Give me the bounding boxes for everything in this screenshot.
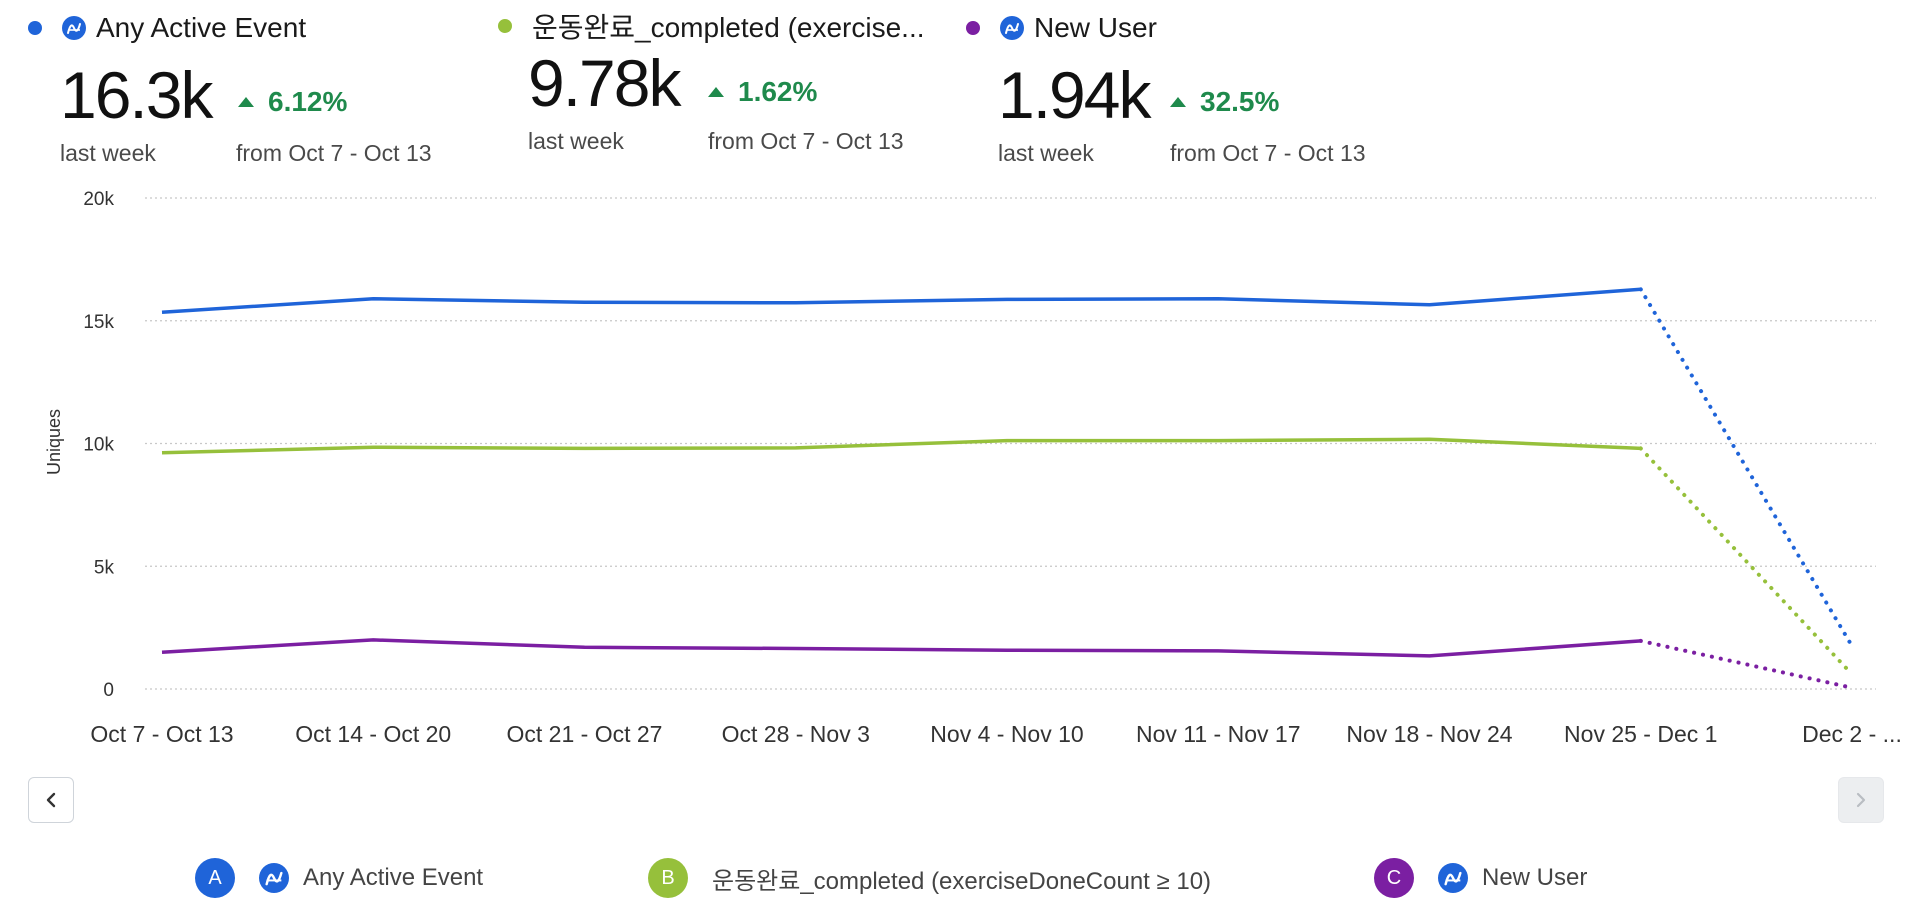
- legend-item-c[interactable]: C New User: [1374, 858, 1587, 898]
- y-tick-label: 15k: [83, 312, 114, 333]
- x-tick-label: Oct 14 - Oct 20: [295, 721, 451, 747]
- x-tick-label: Nov 4 - Nov 10: [930, 721, 1083, 747]
- series-point[interactable]: [156, 646, 168, 658]
- legend-label: 운동완료_completed (exerciseDoneCount ≥ 10): [712, 867, 1212, 895]
- x-tick-label: Nov 25 - Dec 1: [1564, 721, 1717, 747]
- series-badge: C: [1374, 858, 1414, 898]
- series-badge: B: [648, 858, 688, 898]
- series-line[interactable]: [161, 287, 1641, 314]
- chart-grid: [145, 197, 1876, 690]
- series-point[interactable]: [1424, 650, 1436, 662]
- series-color-dot: [966, 21, 980, 35]
- x-tick-label: Dec 2 - ...: [1802, 721, 1902, 747]
- series-color-dot: [498, 19, 512, 33]
- metric-compare: from Oct 7 - Oct 13: [708, 128, 904, 154]
- series-line[interactable]: [161, 437, 1641, 455]
- legend-label: New User: [1482, 864, 1588, 891]
- y-tick-label: 5k: [94, 557, 115, 578]
- line-chart: 0 5k 10k 15k 20k Uniques Oct 7 - Oct 13 Oct 1…: [44, 189, 1902, 747]
- amplitude-icon: [1000, 16, 1024, 40]
- metric-value: 1.94k: [998, 58, 1151, 132]
- previous-page-button[interactable]: [28, 777, 74, 823]
- series-point[interactable]: [1846, 640, 1858, 652]
- y-tick-label: 20k: [83, 189, 114, 210]
- series-point[interactable]: [1846, 668, 1858, 680]
- amplitude-icon: [259, 863, 289, 893]
- series-badge: A: [195, 858, 235, 898]
- series-point[interactable]: [156, 447, 168, 459]
- series-point[interactable]: [1635, 442, 1647, 454]
- y-axis-ticks: 0 5k 10k 15k 20k: [83, 189, 114, 701]
- series-point[interactable]: [1846, 682, 1858, 694]
- legend-item-b[interactable]: B 운동완료_completed (exerciseDoneCount ≥ 10…: [648, 858, 1211, 898]
- next-page-button[interactable]: [1838, 777, 1884, 823]
- series-point[interactable]: [1001, 293, 1013, 305]
- series-point[interactable]: [790, 442, 802, 454]
- up-arrow-icon: [1170, 97, 1186, 107]
- metric-name: New User: [1034, 12, 1157, 43]
- chevron-left-icon: [46, 792, 56, 808]
- y-tick-label: 10k: [83, 435, 114, 456]
- series-point[interactable]: [1212, 645, 1224, 657]
- metric-header[interactable]: 운동완료_completed (exercise...: [498, 6, 925, 46]
- series-point[interactable]: [1424, 299, 1436, 311]
- x-tick-label: Oct 28 - Nov 3: [722, 721, 870, 747]
- metric-delta: 6.12%: [238, 86, 347, 118]
- series-color-dot: [28, 21, 42, 35]
- y-axis-label: Uniques: [44, 409, 64, 475]
- metric-header[interactable]: Any Active Event: [28, 12, 306, 44]
- metric-value: 16.3k: [60, 58, 213, 132]
- metric-header[interactable]: New User: [966, 12, 1157, 44]
- metric-name: Any Active Event: [96, 12, 307, 43]
- up-arrow-icon: [708, 87, 724, 97]
- series-1: [156, 283, 1858, 652]
- metric-name: 운동완료_completed (exercise...: [532, 12, 925, 43]
- series-point[interactable]: [1635, 283, 1647, 295]
- x-tick-label: Nov 11 - Nov 17: [1136, 721, 1300, 747]
- series-line[interactable]: [161, 638, 1641, 658]
- series-point[interactable]: [790, 297, 802, 309]
- x-axis-ticks: Oct 7 - Oct 13 Oct 14 - Oct 20 Oct 21 - Oc…: [90, 721, 1901, 747]
- metric-period: last week: [60, 140, 156, 166]
- series-incomplete-segment[interactable]: [1638, 287, 1854, 649]
- legend-label: Any Active Event: [303, 864, 484, 891]
- series-point[interactable]: [367, 441, 379, 453]
- legend-item-a[interactable]: A Any Active Event: [195, 858, 483, 898]
- metric-period: last week: [998, 140, 1094, 166]
- metric-period: last week: [528, 128, 624, 154]
- series-2: [156, 433, 1858, 680]
- series-3: [156, 634, 1858, 694]
- up-arrow-icon: [238, 97, 254, 107]
- chevron-right-icon: [1856, 792, 1866, 808]
- metric-compare: from Oct 7 - Oct 13: [236, 140, 432, 166]
- series-point[interactable]: [1635, 635, 1647, 647]
- series-point[interactable]: [579, 641, 591, 653]
- series-point[interactable]: [1424, 433, 1436, 445]
- series-point[interactable]: [790, 642, 802, 654]
- x-tick-label: Oct 21 - Oct 27: [507, 721, 663, 747]
- metric-compare: from Oct 7 - Oct 13: [1170, 140, 1366, 166]
- y-tick-label: 0: [103, 680, 114, 701]
- series-point[interactable]: [1001, 435, 1013, 447]
- series-incomplete-segment[interactable]: [1638, 446, 1854, 677]
- series-point[interactable]: [1212, 435, 1224, 447]
- amplitude-icon: [1438, 863, 1468, 893]
- series-point[interactable]: [1001, 644, 1013, 656]
- series-incomplete-segment[interactable]: [1638, 638, 1854, 690]
- series-point[interactable]: [367, 293, 379, 305]
- series-point[interactable]: [1212, 293, 1224, 305]
- chart-series: [156, 283, 1858, 694]
- series-point[interactable]: [579, 442, 591, 454]
- x-tick-label: Oct 7 - Oct 13: [90, 721, 233, 747]
- series-point[interactable]: [579, 296, 591, 308]
- amplitude-icon: [62, 16, 86, 40]
- metric-delta: 1.62%: [708, 76, 817, 108]
- series-point[interactable]: [367, 634, 379, 646]
- series-point[interactable]: [156, 306, 168, 318]
- metric-value: 9.78k: [528, 46, 681, 120]
- metric-delta: 32.5%: [1170, 86, 1279, 118]
- x-tick-label: Nov 18 - Nov 24: [1346, 721, 1512, 747]
